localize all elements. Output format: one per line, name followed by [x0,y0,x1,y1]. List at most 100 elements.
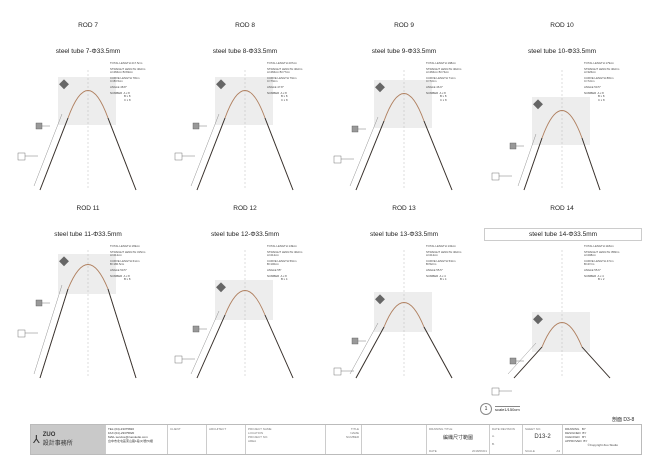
rod-subtitle: steel tube 12-Φ33.5mm [210,231,280,238]
scale-text: scale1/150cm [495,406,520,412]
spec-line: A=212cm [267,253,279,258]
marker-b [509,142,517,150]
spec-line: A=208cm [584,253,596,258]
spec-line: B=100cm [267,262,279,267]
revision-a: A. [492,434,495,438]
straight-leg-left [355,120,385,191]
spec-line: A=212cm [426,253,438,258]
spec-line: STRAIGHT LENGTH 315cm [110,249,146,254]
spec-line: C x 8 [598,97,605,102]
spec-line: TOTAL LENGTH 149cm [267,244,297,248]
marker-a [491,387,500,396]
spec-line: A=466cm B=82cm [110,70,134,75]
spec-line: NUMBER A x 8 [267,90,287,95]
dimension-line [517,133,537,187]
location: LOCATION [248,431,264,435]
spec-line: NUMBER A x 8 [110,273,130,278]
spec-line: TOTAL LENGTH 179cm [584,61,614,65]
straight-leg-right [107,117,137,191]
mail: MAIL:service@zuostudio.com [108,435,148,439]
address: 台中市北屯區東山路1段(2)號(5)樓 [108,439,154,443]
straight-leg-right [107,288,137,379]
marker-c [216,282,226,293]
rod-label: ROD 8 [235,22,255,29]
spec-line: B=47cm [584,262,595,267]
rod-subtitle: steel tube 10-Φ33.5mm [527,48,597,55]
marker-a [333,367,342,376]
spec-line: B=52cm [426,262,437,267]
tube-curve [39,264,137,379]
spec-line: TOTAL LENGTH 207cm [267,61,297,65]
spec-line: NUMBER A x 4 [584,273,604,278]
straight-leg-right [264,117,294,191]
spec-line: STRAIGHT LENGTH 402cm [584,66,620,71]
spec-line: CURVE LENGTH 47cm [584,258,614,263]
rod-specs: TOTAL LENGTH 132cm STRAIGHT LENGTH 402cm A… [426,244,476,282]
roles-cell: DRAWING BY DESIGNED BY CHECKED BY APPROV… [563,425,620,454]
rod-specs: TOTAL LENGTH 149cm STRAIGHT LENGTH 402cm A… [267,244,317,282]
checked-by: CHECKED BY [565,435,587,439]
marker-b [509,357,517,365]
marker-c [533,99,543,110]
dimension-line [349,116,379,187]
rod-specs: TOTAL LENGTH 217.5cm STRAIGHT LENGTH 402c… [110,61,160,102]
marker-a [17,329,26,338]
sheet-no-label: SHEET NO. [525,427,542,431]
straight-leg-left [39,288,69,379]
title-block: ⅄ ZUO 設計事務所 TEL:(04)-23375820 FAX:(04)-2… [30,424,642,455]
straight-leg-left [523,137,543,191]
approved-by: APPROVED BY [565,439,588,443]
spec-line: C x 8 [281,97,288,102]
rod-specs: TOTAL LENGTH 169cm STRAIGHT LENGTH 315cm A… [110,244,160,282]
marker-a [17,152,26,161]
spec-line: ANGLE 48.8° [110,84,127,89]
spec-line: NUMBER A x 8 [426,90,446,95]
marker-b [35,122,43,130]
rod-label: ROD 12 [233,205,257,212]
marker-b [351,337,359,345]
date-value: 2018/06/01 [471,449,487,453]
rod-label: ROD 14 [550,205,574,212]
marker-b [351,125,359,133]
rod-label: ROD 10 [550,22,574,29]
marker-b [192,122,200,130]
firm-sub: 設計事務所 [42,441,73,447]
spec-line: B x 2 [598,277,605,282]
scale-label: 1 scale1/150cm [480,403,520,415]
tube-curve [355,302,453,379]
spec-line: B=180.5cm [110,262,125,267]
sheet-no-cell: SHEET NO. D13-2 SCALE A3 [523,425,563,454]
rod-label: ROD 11 [76,205,100,212]
client-cell: CLIENT [168,425,207,454]
dimension-line [190,113,220,187]
blank-cell [362,425,427,454]
sheet-no: D13-2 [534,434,551,440]
straight-leg-right [581,137,601,191]
marker-c [59,256,69,267]
straight-leg-left [39,117,69,191]
straight-leg-left [196,314,226,379]
drawing-title: 編織尺寸範圖 [442,435,473,441]
project-no: PROJECT NO. [248,435,269,439]
spec-line: STRAIGHT LENGTH 402cm [426,66,462,71]
spec-line: ANGLE 46.9° [426,84,443,89]
spec-line: ANGLE 50.5° [584,84,601,89]
sheet-reference: 剖面 D3-8 [612,417,635,423]
tel: TEL:(04)-23375820 [108,427,135,431]
logo-icon: ⅄ [33,434,40,446]
marker-a [333,155,342,164]
spec-line: CURVE LENGTH 88cm [584,75,614,80]
rod-subtitle: steel tube 11-Φ33.5mm [54,231,122,238]
drawing-by: DRAWING BY [565,427,586,431]
date-label: DATE [429,449,437,453]
tube-curve [39,90,137,191]
spec-line: A=466cm B=77cm [267,70,291,75]
drawing-title-label: DRAWING TITLE [429,427,453,431]
scale-label-cell: SCALE [525,449,535,453]
straight-leg-right [581,346,611,379]
straight-leg-left [196,117,226,191]
spec-line: ANGLE 55.6° [584,267,601,272]
copyright: ©Copyright Zuo Studio [587,443,618,447]
